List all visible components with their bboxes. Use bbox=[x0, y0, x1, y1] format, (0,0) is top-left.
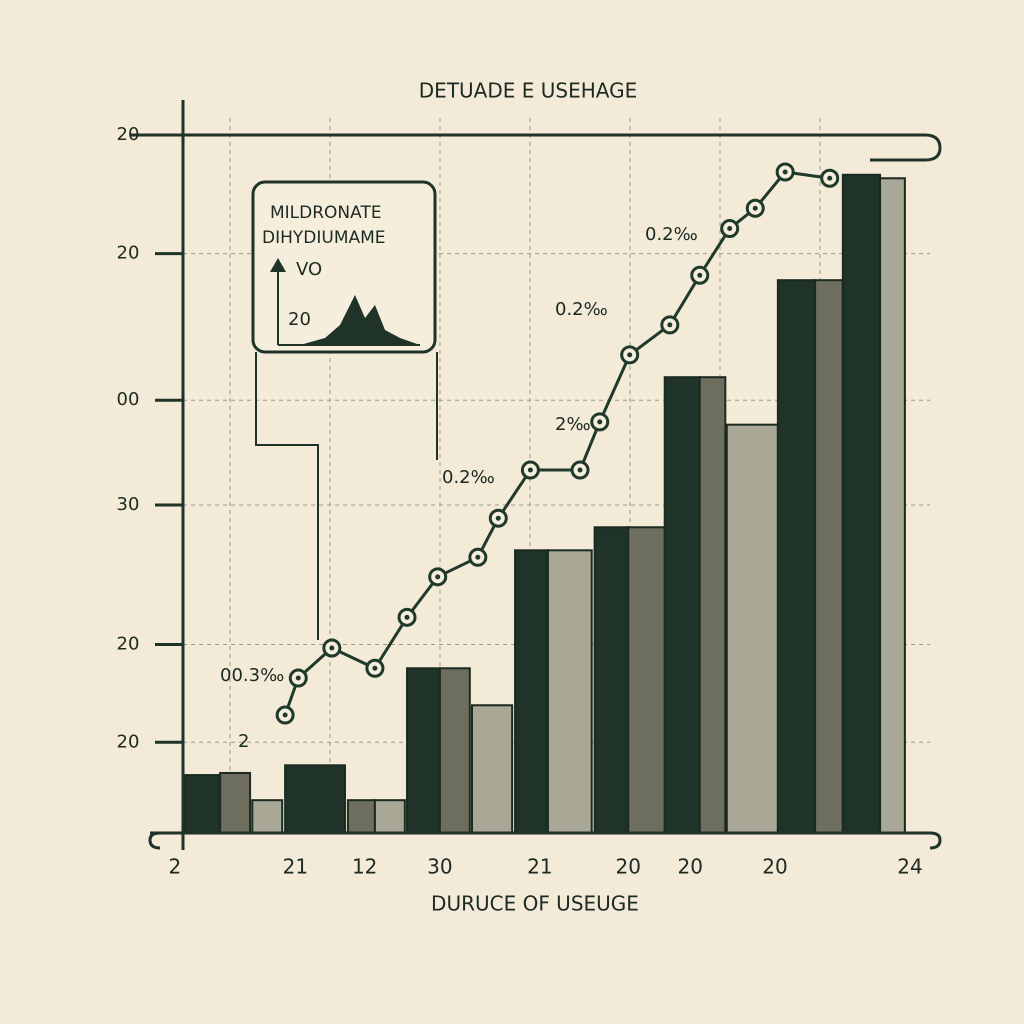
line-marker-dot bbox=[372, 665, 378, 671]
line-marker-dot bbox=[667, 322, 673, 328]
line-marker-dot bbox=[782, 169, 788, 175]
bar bbox=[438, 667, 471, 834]
line-marker-dot bbox=[752, 205, 758, 211]
annotation: 0.2‰ bbox=[645, 224, 698, 245]
x-tick-label: 12 bbox=[352, 855, 377, 879]
line-marker-dot bbox=[435, 574, 441, 580]
y-tick-label: 20 bbox=[117, 731, 140, 752]
bar bbox=[373, 799, 406, 834]
line-marker-dot bbox=[495, 515, 501, 521]
y-tick-label: 00 bbox=[117, 389, 140, 410]
y-tick-label: 30 bbox=[117, 494, 140, 515]
bar bbox=[284, 764, 346, 835]
line-marker-dot bbox=[329, 645, 335, 651]
x-tick-label: 2 bbox=[169, 855, 182, 879]
line-series bbox=[275, 162, 840, 725]
bar bbox=[663, 376, 701, 834]
line-marker-dot bbox=[475, 554, 481, 560]
bar bbox=[698, 376, 727, 834]
x-tick-label: 30 bbox=[427, 855, 452, 879]
line-marker-dot bbox=[627, 352, 633, 358]
bar bbox=[406, 667, 441, 834]
bar bbox=[725, 423, 779, 834]
inset: MILDRONATE DIHYDIUMAME VO 20 bbox=[251, 180, 438, 640]
bar bbox=[776, 279, 817, 834]
bar bbox=[251, 799, 284, 834]
bar bbox=[841, 173, 882, 834]
y-tick-label: 20 bbox=[117, 634, 140, 655]
line-marker-dot bbox=[827, 175, 833, 181]
bar bbox=[814, 279, 844, 834]
x-tick-label: 21 bbox=[527, 855, 552, 879]
annotation: 0.2‰ bbox=[442, 467, 495, 488]
x-tick-label: 24 bbox=[897, 855, 922, 879]
x-tick-label: 20 bbox=[762, 855, 787, 879]
line-marker-dot bbox=[527, 467, 533, 473]
y-tick-label: 20 bbox=[117, 124, 140, 145]
bar bbox=[546, 549, 593, 834]
bar bbox=[219, 771, 252, 834]
chart-title: DETUADE E USEHAGE bbox=[419, 79, 637, 103]
bar bbox=[471, 704, 514, 834]
line-marker-dot bbox=[404, 614, 410, 620]
line-marker-dot bbox=[727, 226, 733, 232]
bar bbox=[184, 774, 227, 834]
bar bbox=[593, 526, 630, 834]
x-tick-label: 20 bbox=[678, 855, 703, 879]
inset-title: MILDRONATE bbox=[270, 203, 382, 223]
annotation: 2‰ bbox=[555, 414, 591, 435]
annotation: 0.2‰ bbox=[555, 299, 608, 320]
inset-title: DIHYDIUMAME bbox=[262, 228, 386, 248]
line-marker-dot bbox=[697, 272, 703, 278]
inset-label: 20 bbox=[288, 309, 311, 330]
axes bbox=[130, 100, 942, 850]
x-tick-label: 20 bbox=[615, 855, 640, 879]
inset-label: VO bbox=[296, 259, 322, 280]
line-marker-dot bbox=[597, 419, 603, 425]
bar bbox=[514, 549, 549, 834]
annotation: 2 bbox=[238, 731, 249, 752]
line-marker-dot bbox=[295, 675, 301, 681]
x-tick-label: 21 bbox=[283, 855, 308, 879]
bar bbox=[346, 799, 376, 834]
bar bbox=[879, 177, 906, 834]
y-tick-label: 20 bbox=[117, 243, 140, 264]
x-axis-label: DURUCE OF USEUGE bbox=[431, 892, 639, 916]
line-marker-dot bbox=[577, 467, 583, 473]
annotation: 00.3‰ bbox=[220, 665, 284, 686]
bar bbox=[627, 526, 666, 834]
line-marker-dot bbox=[282, 712, 288, 718]
